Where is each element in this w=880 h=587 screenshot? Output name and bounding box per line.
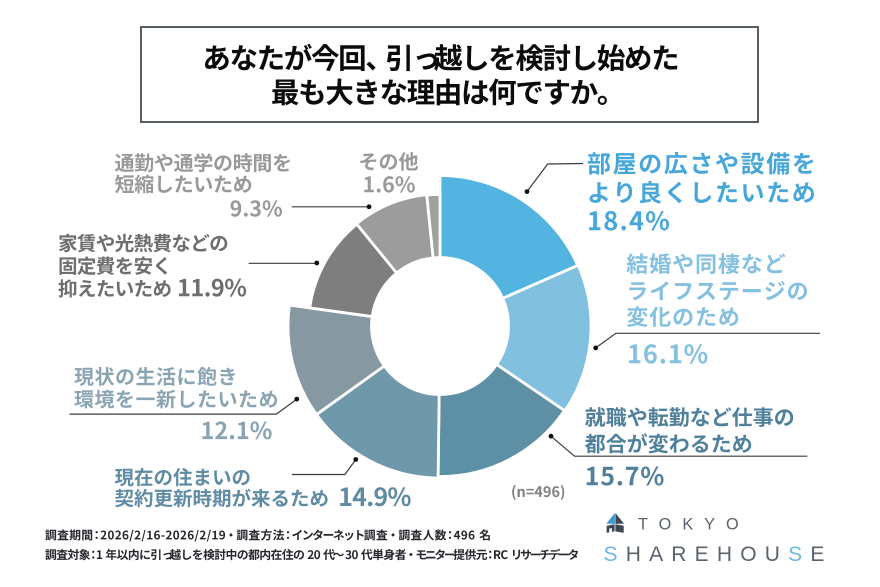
svg-text:SHAREHOUSE: SHAREHOUSE	[604, 543, 833, 566]
svg-text:TOKYO: TOKYO	[638, 516, 750, 534]
